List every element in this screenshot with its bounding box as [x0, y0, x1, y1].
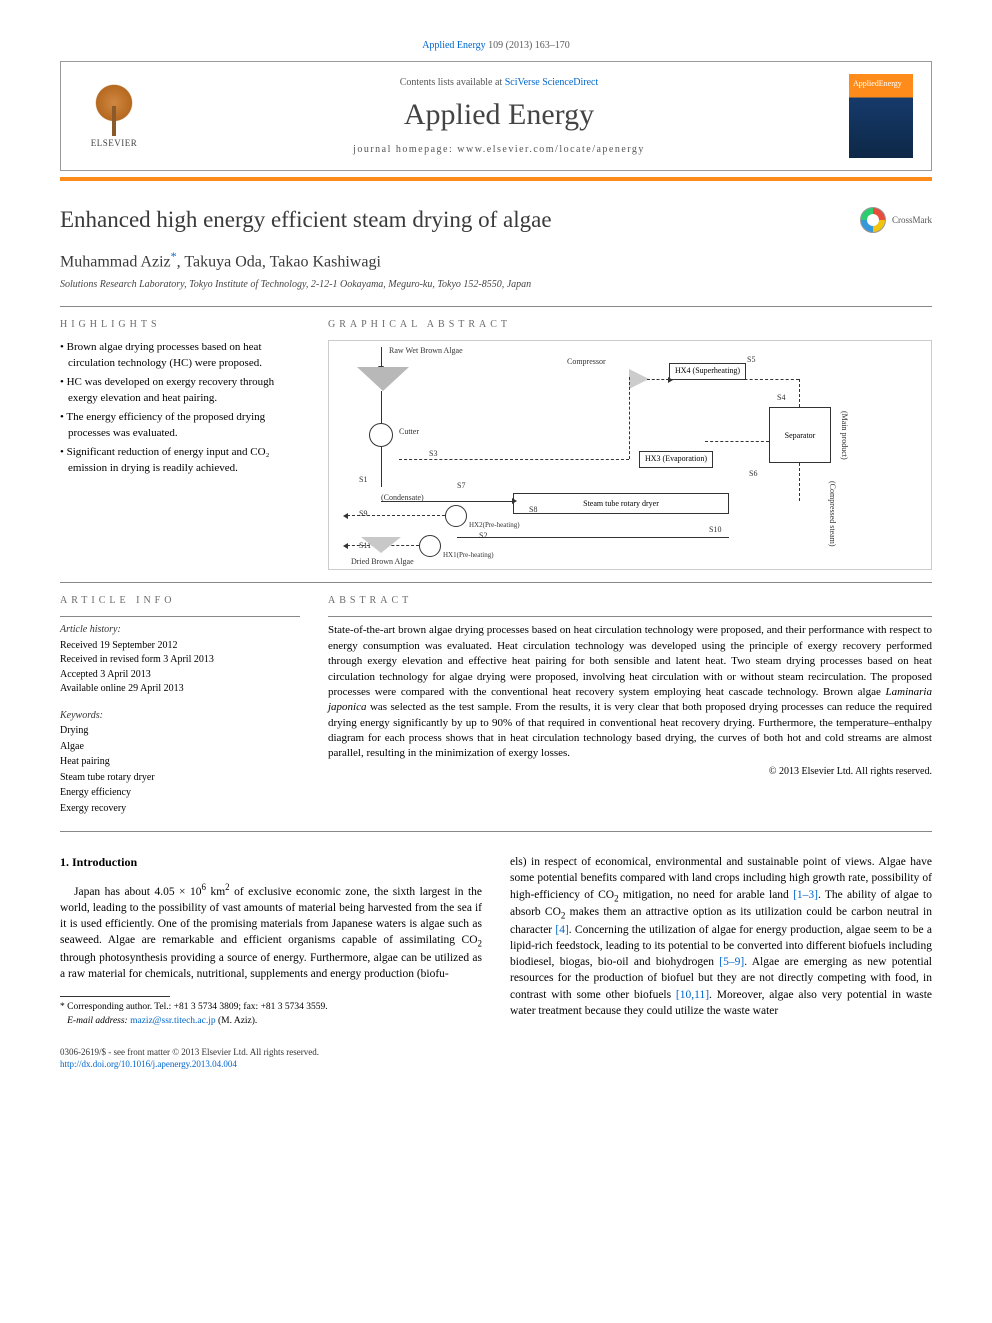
- ga-hx3-box: HX3 (Evaporation): [639, 451, 713, 468]
- elsevier-logo: ELSEVIER: [79, 77, 149, 155]
- keywords-list: Drying Algae Heat pairing Steam tube rot…: [60, 724, 300, 816]
- keyword: Drying: [60, 724, 300, 739]
- author-2: Takuya Oda: [184, 253, 262, 270]
- divider: [60, 582, 932, 583]
- ga-main-product-label: (Main product): [840, 411, 849, 460]
- divider: [60, 831, 932, 832]
- ga-s7-label: S7: [457, 481, 465, 490]
- divider: [60, 306, 932, 307]
- ga-dried-label: Dried Brown Algae: [351, 557, 414, 566]
- online-date: Available online 29 April 2013: [60, 682, 300, 697]
- keyword: Algae: [60, 740, 300, 755]
- history-label: Article history:: [60, 623, 300, 638]
- ga-hx1-label: HX1(Pre-heating): [443, 551, 494, 559]
- journal-header: ELSEVIER Contents lists available at Sci…: [60, 61, 932, 171]
- sciencedirect-link[interactable]: SciVerse ScienceDirect: [505, 77, 599, 88]
- affiliation: Solutions Research Laboratory, Tokyo Ins…: [60, 279, 932, 290]
- ga-condensate-label: (Condensate): [381, 493, 424, 502]
- keyword: Heat pairing: [60, 755, 300, 770]
- keyword: Energy efficiency: [60, 786, 300, 801]
- ga-separator-box: Separator: [769, 407, 831, 463]
- ga-s6-label: S6: [749, 469, 757, 478]
- journal-name: Applied Energy: [149, 98, 849, 132]
- ref-link[interactable]: [4]: [555, 924, 568, 936]
- ga-s3-label: S3: [429, 449, 437, 458]
- crossmark-badge[interactable]: CrossMark: [860, 207, 932, 233]
- crossmark-icon: [860, 207, 886, 233]
- journal-homepage: journal homepage: www.elsevier.com/locat…: [149, 144, 849, 155]
- footer-meta: 0306-2619/$ - see front matter © 2013 El…: [60, 1046, 932, 1071]
- ga-s10-label: S10: [709, 525, 721, 534]
- abstract-label: abstract: [328, 595, 932, 606]
- ga-feed-hopper-icon: [357, 367, 409, 391]
- received-date: Received 19 September 2012: [60, 639, 300, 654]
- ga-compressor-label: Compressor: [567, 357, 606, 366]
- keyword: Exergy recovery: [60, 802, 300, 817]
- ga-s4-label: S4: [777, 393, 785, 402]
- ref-link[interactable]: [1–3]: [793, 889, 818, 901]
- article-info-label: article info: [60, 595, 300, 606]
- ga-cutter-label: Cutter: [399, 427, 419, 436]
- revised-date: Received in revised form 3 April 2013: [60, 653, 300, 668]
- article-title: Enhanced high energy efficient steam dry…: [60, 207, 552, 233]
- ga-s8-label: S8: [529, 505, 537, 514]
- author-email-link[interactable]: maziz@ssr.titech.ac.jp: [130, 1016, 216, 1026]
- highlight-item: The energy efficiency of the proposed dr…: [60, 410, 300, 442]
- authors: Muhammad Aziz*, Takuya Oda, Takao Kashiw…: [60, 249, 932, 271]
- graphical-abstract-label: graphical abstract: [328, 319, 932, 330]
- author-3: Takao Kashiwagi: [270, 253, 381, 270]
- doi-link[interactable]: http://dx.doi.org/10.1016/j.apenergy.201…: [60, 1059, 237, 1069]
- ref-link[interactable]: [10,11]: [676, 989, 709, 1001]
- body-paragraph: Japan has about 4.05 × 106 km2 of exclus…: [60, 881, 482, 982]
- author-1: Muhammad Aziz: [60, 253, 171, 270]
- ga-hx4-box: HX4 (Superheating): [669, 363, 746, 380]
- ga-hx1-icon: [419, 535, 441, 557]
- issn-line: 0306-2619/$ - see front matter © 2013 El…: [60, 1046, 932, 1059]
- highlights-list: Brown algae drying processes based on he…: [60, 340, 300, 477]
- contents-line: Contents lists available at SciVerse Sci…: [149, 77, 849, 88]
- corresponding-footnote: * Corresponding author. Tel.: +81 3 5734…: [60, 1001, 482, 1028]
- journal-cover-thumb: AppliedEnergy: [849, 74, 913, 158]
- keywords-label: Keywords:: [60, 709, 300, 724]
- ga-hx2-icon: [445, 505, 467, 527]
- ga-compressed-label: (Compressed steam): [828, 481, 837, 547]
- section-heading: 1. Introduction: [60, 854, 482, 871]
- highlight-item: Brown algae drying processes based on he…: [60, 340, 300, 372]
- ga-compressor-icon: [629, 369, 649, 389]
- elsevier-label: ELSEVIER: [91, 138, 138, 148]
- body-paragraph: els) in respect of economical, environme…: [510, 854, 932, 1018]
- highlight-item: Significant reduction of energy input an…: [60, 445, 300, 477]
- graphical-abstract-figure: Raw Wet Brown Algae Cutter S1 S3 Compres…: [328, 340, 932, 570]
- copyright-line: © 2013 Elsevier Ltd. All rights reserved…: [328, 766, 932, 777]
- citation-journal-link[interactable]: Applied Energy: [422, 40, 485, 51]
- footnote-rule: [60, 996, 170, 997]
- highlight-item: HC was developed on exergy recovery thro…: [60, 375, 300, 407]
- ga-rotary-dryer-box: Steam tube rotary dryer: [513, 493, 729, 514]
- ga-hx2-label: HX2(Pre-heating): [469, 521, 520, 529]
- elsevier-tree-icon: [87, 84, 141, 138]
- highlights-label: highlights: [60, 319, 300, 330]
- body-text: 1. Introduction Japan has about 4.05 × 1…: [60, 854, 932, 1028]
- ga-raw-wet-label: Raw Wet Brown Algae: [389, 347, 463, 356]
- ga-s2-label: S2: [479, 531, 487, 540]
- ga-s9-label: S9: [359, 509, 367, 518]
- ga-s1-label: S1: [359, 475, 367, 484]
- article-info: Article history: Received 19 September 2…: [60, 623, 300, 816]
- ga-output-hopper-icon: [361, 537, 401, 553]
- citation-line: Applied Energy 109 (2013) 163–170: [60, 40, 932, 51]
- ga-s5-label: S5: [747, 355, 755, 364]
- keyword: Steam tube rotary dryer: [60, 771, 300, 786]
- ref-link[interactable]: [5–9]: [719, 956, 744, 968]
- citation-volume: 109 (2013) 163–170: [486, 40, 570, 51]
- accepted-date: Accepted 3 April 2013: [60, 668, 300, 683]
- accent-bar: [60, 177, 932, 181]
- journal-homepage-link[interactable]: www.elsevier.com/locate/apenergy: [457, 144, 645, 155]
- ga-cutter-icon: [369, 423, 393, 447]
- abstract-text: State-of-the-art brown algae drying proc…: [328, 623, 932, 762]
